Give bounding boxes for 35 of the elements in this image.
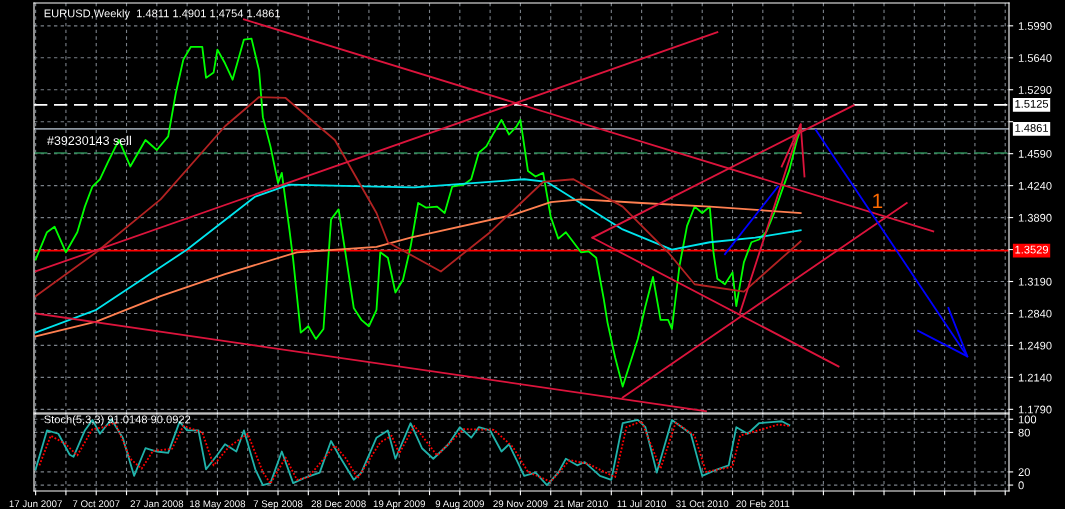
x-tick-label: 27 Jan 2008 — [130, 500, 184, 508]
x-tick-label: 28 Dec 2008 — [311, 500, 366, 508]
y-tick-label: 1.4240 — [1018, 181, 1052, 190]
ref-line-label: 1.4861 — [1015, 124, 1048, 132]
y-tick-label: 1.3890 — [1018, 213, 1052, 222]
y-tick-label: 80 — [1018, 428, 1030, 437]
x-tick-label: 20 Feb 2011 — [736, 500, 790, 508]
x-tick-label: 21 Mar 2010 — [554, 500, 608, 508]
ref-line-label: 1.5125 — [1015, 99, 1049, 108]
y-tick-label: 1.3190 — [1018, 277, 1052, 286]
y-tick-label: 1.5640 — [1018, 54, 1052, 62]
x-tick-label: 18 May 2008 — [190, 500, 246, 509]
chart-title: Stoch(5,3,3) 91.0148 90.0922 — [44, 415, 191, 426]
y-tick-label: 0 — [1018, 481, 1024, 490]
x-tick-label: 9 Aug 2009 — [435, 500, 484, 509]
x-tick-label: 7 Sep 2008 — [253, 500, 303, 509]
y-tick-label: 1.4590 — [1018, 149, 1052, 158]
text: EURUSD,Weekly 1.4811 1.4901 1.4754 1.4861 — [44, 9, 280, 20]
y-tick-label: 1.2140 — [1018, 373, 1052, 382]
y-tick-label: 1.5990 — [1018, 22, 1052, 30]
x-tick-label: 29 Nov 2009 — [493, 500, 548, 508]
x-tick-label: 11 Jul 2010 — [617, 500, 667, 508]
y-tick-label: 1.5290 — [1018, 86, 1052, 94]
y-tick-label: 20 — [1018, 468, 1030, 477]
y-tick-label: 1.2490 — [1018, 341, 1052, 350]
x-tick-label: 19 Apr 2009 — [373, 500, 425, 509]
x-tick-label: 31 Oct 2010 — [676, 500, 729, 508]
x-tick-label: 17 Jun 2007 — [9, 500, 62, 508]
annotation: 1 — [873, 193, 883, 208]
annotation: #39230143 sell — [47, 135, 131, 145]
y-tick-label: 1.2840 — [1018, 309, 1052, 318]
ref-line-label: 1.3529 — [1015, 245, 1049, 254]
x-tick-label: 7 Oct 2007 — [72, 500, 120, 508]
y-tick-label: 100 — [1018, 415, 1037, 424]
y-tick-label: 1.1790 — [1018, 405, 1052, 414]
